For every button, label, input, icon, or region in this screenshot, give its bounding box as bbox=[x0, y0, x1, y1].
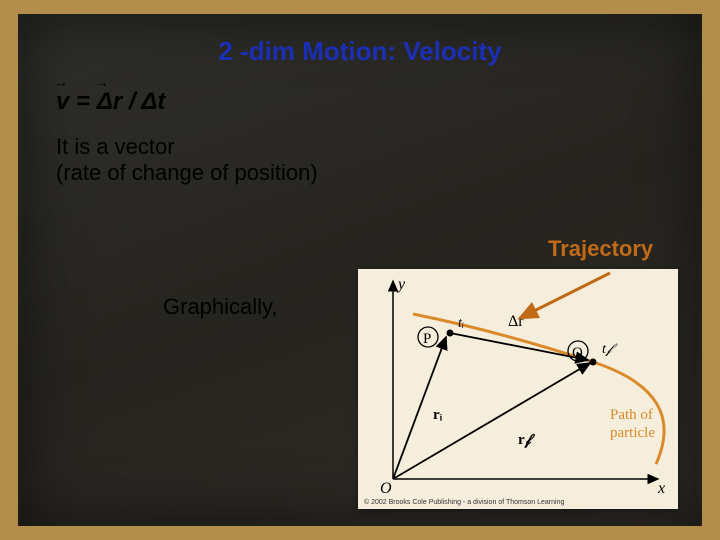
tf-label: t𝒻 bbox=[602, 342, 618, 357]
y-axis-label: y bbox=[396, 276, 406, 293]
path-label-2: particle bbox=[610, 425, 655, 441]
path-label-1: Path of bbox=[610, 407, 653, 423]
diagram-copyright: © 2002 Brooks Cole Publishing - a divisi… bbox=[364, 499, 564, 506]
slide-title: 2 -dim Motion: Velocity bbox=[18, 36, 702, 67]
point-p: P bbox=[418, 327, 438, 347]
trajectory-label: Trajectory bbox=[548, 236, 653, 262]
divide: / bbox=[122, 88, 141, 115]
trajectory-arrow bbox=[510, 268, 620, 328]
chalkboard: 2 -dim Motion: Velocity v = Δr / Δt It i… bbox=[18, 14, 702, 526]
ti-label: tᵢ bbox=[458, 316, 464, 331]
origin-label: O bbox=[380, 480, 392, 497]
graphically-label: Graphically, bbox=[163, 294, 278, 320]
svg-text:P: P bbox=[423, 331, 431, 347]
slide-frame: 2 -dim Motion: Velocity v = Δr / Δt It i… bbox=[0, 0, 720, 540]
rf-vector bbox=[393, 363, 590, 479]
vector-v: v bbox=[56, 88, 69, 116]
dt: Δt bbox=[141, 88, 165, 115]
desc-line-2: (rate of change of position) bbox=[56, 160, 318, 186]
point-q-dot bbox=[590, 359, 597, 366]
trajectory-curve bbox=[413, 314, 664, 464]
ri-label: rᵢ bbox=[433, 407, 443, 423]
velocity-formula: v = Δr / Δt bbox=[56, 88, 165, 116]
x-axis-label: x bbox=[657, 480, 665, 497]
point-p-dot bbox=[447, 330, 454, 337]
svg-text:Q: Q bbox=[572, 345, 583, 361]
point-q: Q bbox=[568, 341, 588, 361]
deltar-vector bbox=[450, 333, 588, 360]
desc-line-1: It is a vector bbox=[56, 134, 318, 160]
vector-dr: Δr bbox=[97, 88, 122, 116]
equals: = bbox=[69, 88, 96, 115]
description: It is a vector (rate of change of positi… bbox=[56, 134, 318, 186]
rf-label: r𝒻 bbox=[518, 432, 536, 448]
